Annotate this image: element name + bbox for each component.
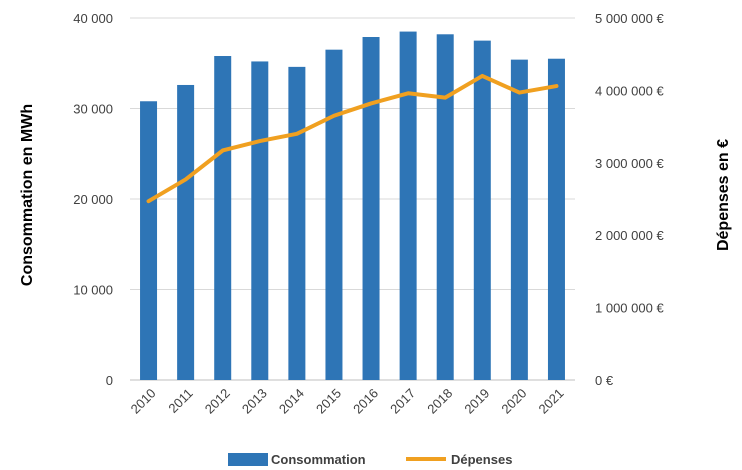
right-axis-ticks: 0 € 1 000 000 € 2 000 000 € 3 000 000 € 4 00… [595, 11, 664, 388]
x-axis-ticks: 2010 2011 2012 2013 2014 2015 2016 2017 2018 2019… [128, 386, 567, 417]
x-tick-label: 2019 [461, 386, 492, 417]
legend-label-consommation: Consommation [271, 452, 366, 467]
x-tick-label: 2020 [498, 386, 529, 417]
gridlines [130, 17, 575, 381]
right-tick-label: 0 € [595, 373, 614, 388]
bar-consommation [510, 59, 528, 380]
bar-consommation [325, 49, 343, 381]
bar-consommation [177, 84, 195, 380]
left-axis-title: Consommation en MWh [19, 104, 36, 286]
x-tick-label: 2012 [202, 386, 233, 417]
bar-consommation [251, 61, 269, 380]
legend-swatch-consommation [228, 453, 268, 466]
right-tick-label: 5 000 000 € [595, 11, 664, 26]
bar-consommation [214, 56, 232, 380]
legend: Consommation Dépenses [228, 452, 512, 467]
x-tick-label: 2011 [165, 386, 195, 416]
bar-consommation [362, 37, 380, 380]
consommation-bars [140, 31, 565, 381]
left-tick-label: 10 000 [73, 283, 113, 298]
x-tick-label: 2014 [276, 386, 307, 417]
left-tick-label: 30 000 [73, 102, 113, 117]
right-tick-label: 4 000 000 € [595, 83, 664, 98]
left-tick-label: 0 [106, 373, 113, 388]
bar-consommation [399, 31, 417, 380]
left-tick-label: 40 000 [73, 11, 113, 26]
x-tick-label: 2015 [313, 386, 344, 417]
x-tick-label: 2021 [536, 386, 567, 417]
right-axis-title: Dépenses en € [715, 139, 732, 251]
x-tick-label: 2017 [387, 386, 418, 417]
bar-consommation [473, 40, 491, 380]
left-tick-label: 20 000 [73, 192, 113, 207]
right-tick-label: 2 000 000 € [595, 228, 664, 243]
bar-consommation [140, 101, 158, 380]
bar-consommation [288, 66, 306, 381]
line-depenses [146, 73, 559, 204]
x-tick-label: 2013 [239, 386, 270, 417]
left-axis-ticks: 0 10 000 20 000 30 000 40 000 [73, 11, 113, 388]
right-tick-label: 3 000 000 € [595, 156, 664, 171]
legend-label-depenses: Dépenses [451, 452, 512, 467]
bar-consommation [547, 58, 565, 380]
x-tick-label: 2018 [424, 386, 455, 417]
depenses-line [146, 73, 559, 204]
x-tick-label: 2016 [350, 386, 381, 417]
bar-consommation [436, 34, 454, 380]
right-tick-label: 1 000 000 € [595, 301, 664, 316]
x-tick-label: 2010 [128, 386, 159, 417]
